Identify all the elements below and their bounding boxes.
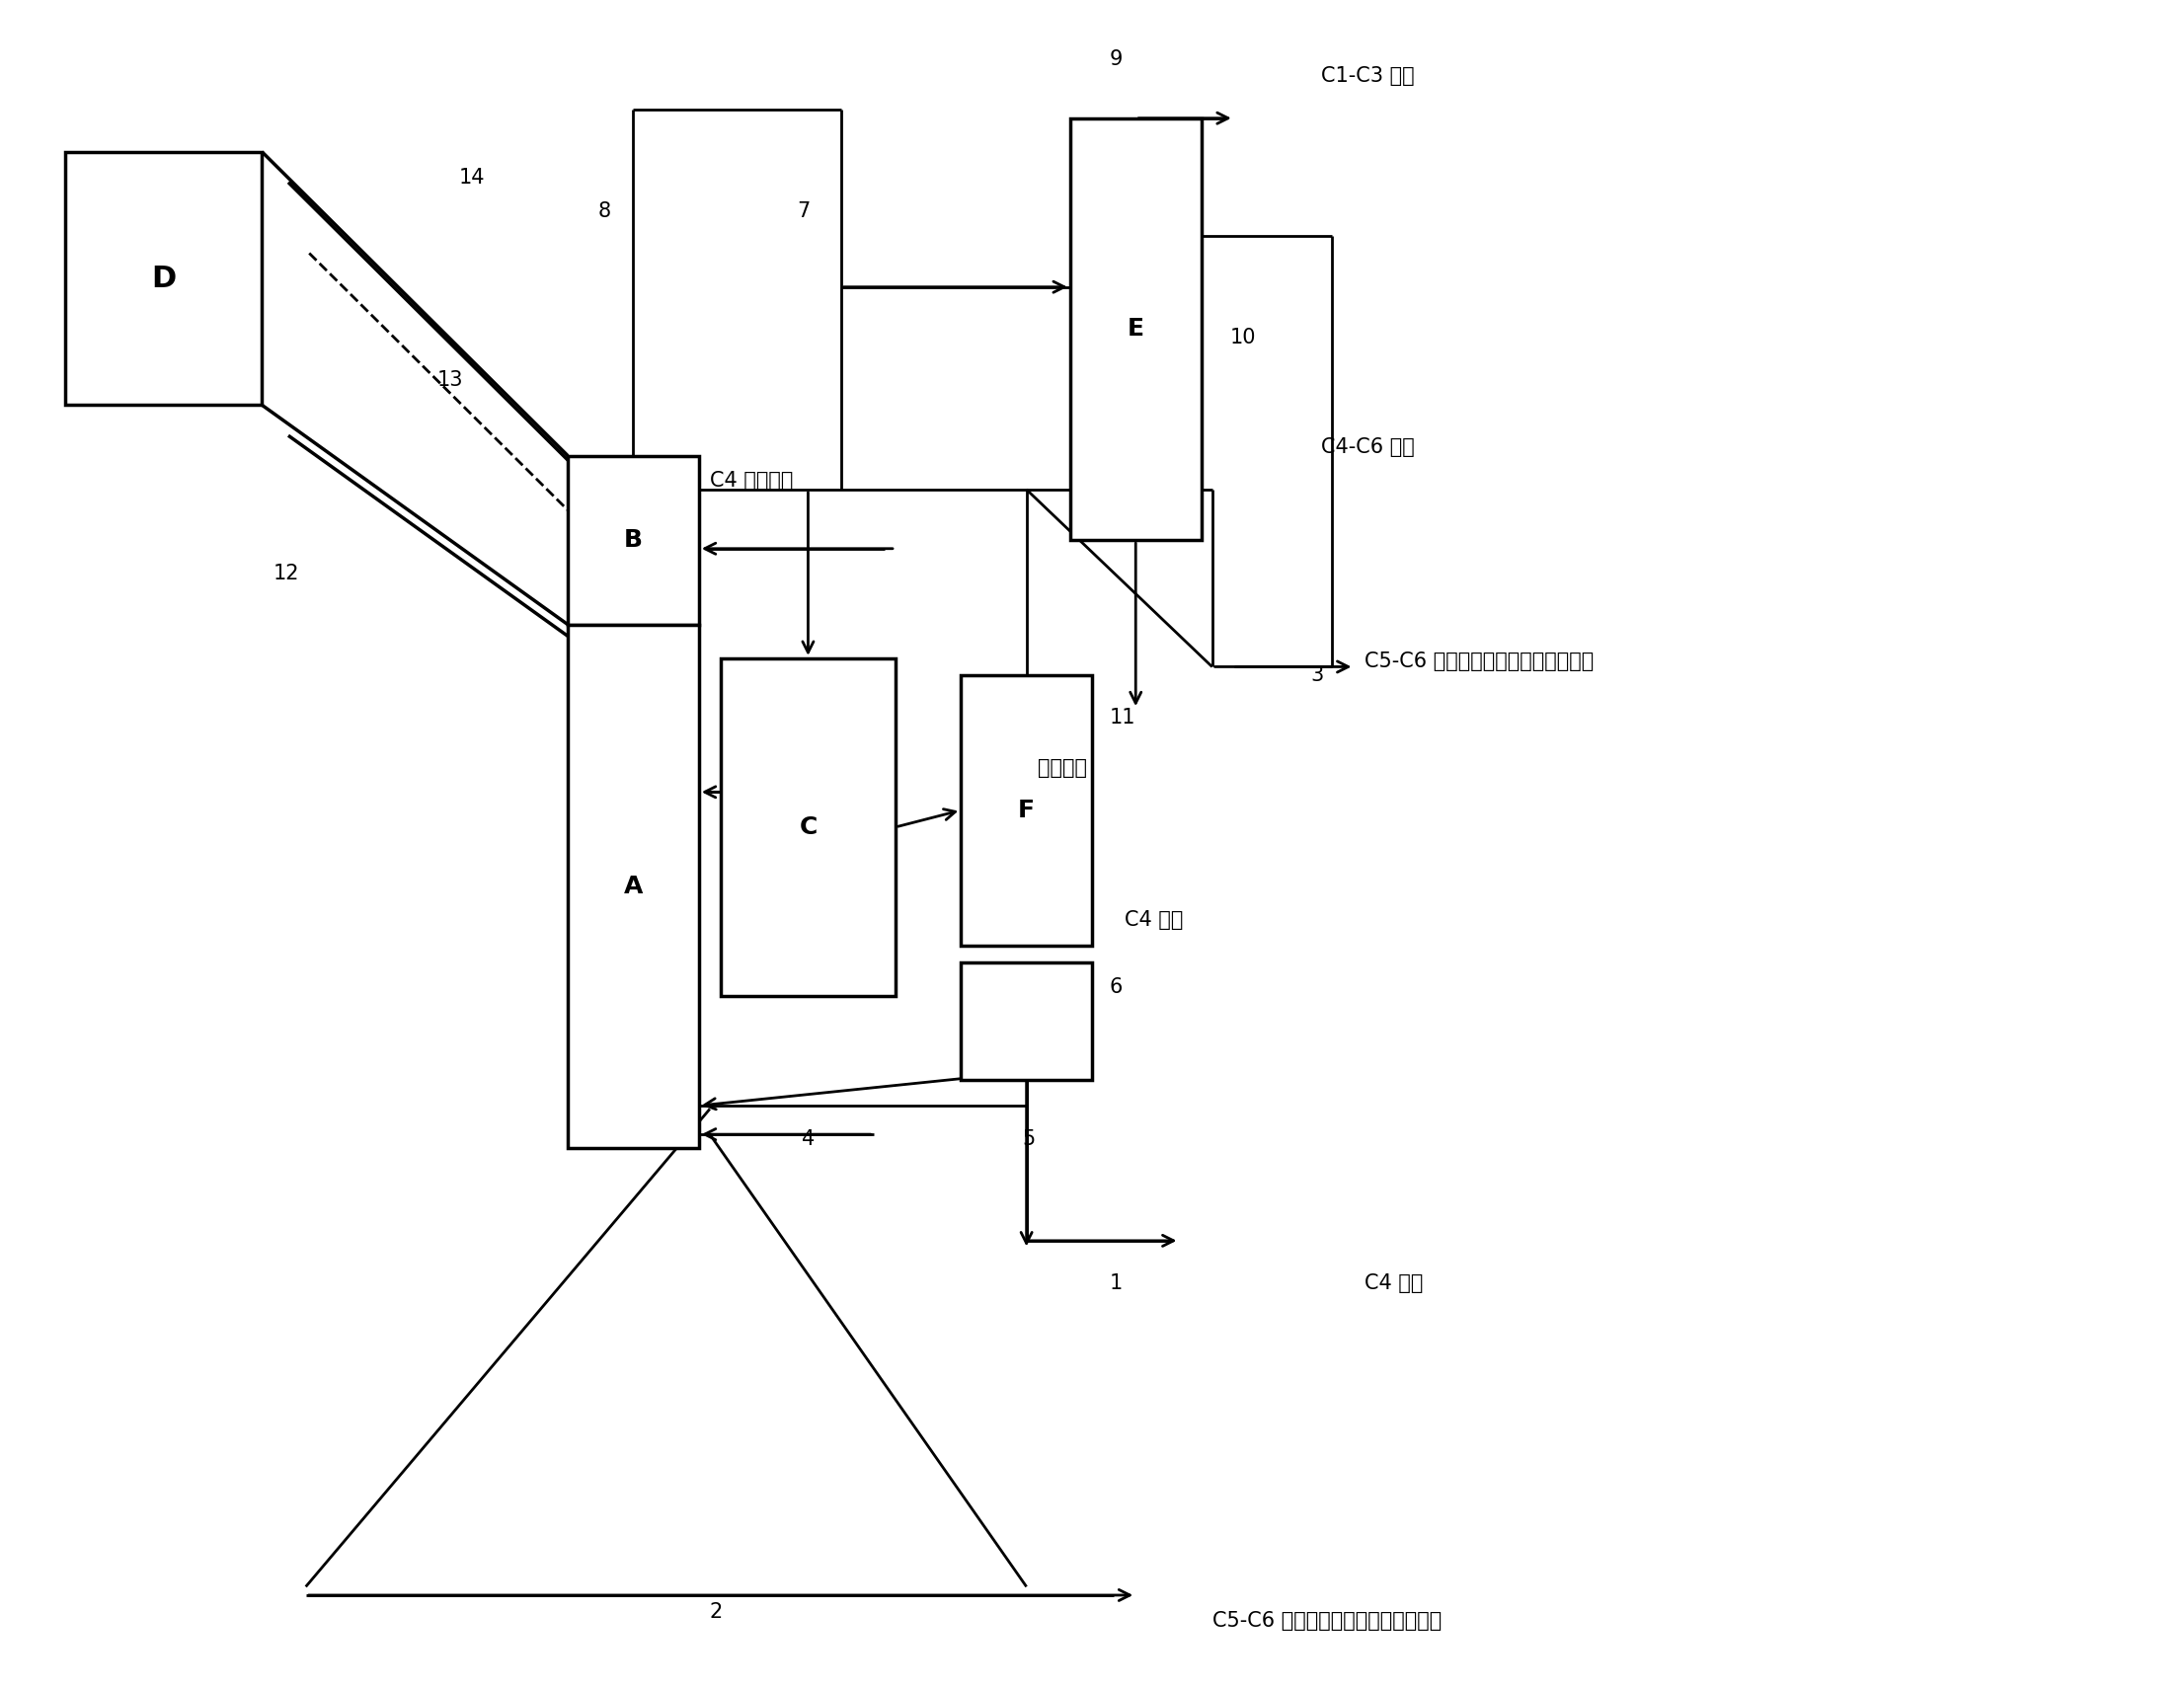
Text: 4: 4 bbox=[802, 1129, 815, 1150]
Bar bbox=[961, 675, 1092, 945]
Bar bbox=[568, 456, 699, 625]
Text: 8: 8 bbox=[598, 201, 612, 221]
Bar bbox=[568, 625, 699, 1148]
Text: 12: 12 bbox=[273, 564, 299, 584]
Text: A: A bbox=[625, 874, 642, 898]
Bar bbox=[66, 152, 262, 405]
Text: E: E bbox=[1127, 317, 1144, 341]
Text: C4 以上馏分: C4 以上馏分 bbox=[710, 471, 793, 491]
Text: C4 馏分: C4 馏分 bbox=[1365, 1273, 1424, 1293]
Text: C5-C6 馏分、富含烯烃的轻汽油馏分: C5-C6 馏分、富含烯烃的轻汽油馏分 bbox=[1212, 1610, 1441, 1631]
Text: 10: 10 bbox=[1230, 327, 1256, 348]
Text: D: D bbox=[151, 265, 177, 292]
Text: B: B bbox=[625, 528, 642, 552]
Text: 11: 11 bbox=[1109, 707, 1136, 728]
Text: 1: 1 bbox=[1109, 1273, 1123, 1293]
Text: 2: 2 bbox=[710, 1602, 723, 1622]
Bar bbox=[1070, 118, 1201, 540]
Text: C4-C6 馏分: C4-C6 馏分 bbox=[1321, 437, 1415, 457]
Text: 9: 9 bbox=[1109, 49, 1123, 69]
Text: 14: 14 bbox=[459, 167, 485, 187]
Bar bbox=[721, 658, 895, 996]
Text: 7: 7 bbox=[797, 201, 810, 221]
Text: F: F bbox=[1018, 798, 1035, 822]
Text: 6: 6 bbox=[1109, 977, 1123, 998]
Bar bbox=[961, 962, 1092, 1080]
Text: 13: 13 bbox=[437, 370, 463, 390]
Text: C1-C3 馏分: C1-C3 馏分 bbox=[1321, 66, 1415, 86]
Text: C4 馏分: C4 馏分 bbox=[1125, 910, 1184, 930]
Text: 3: 3 bbox=[1310, 665, 1324, 685]
Text: C: C bbox=[799, 815, 817, 839]
Text: 其它产物: 其它产物 bbox=[1037, 758, 1088, 778]
Text: 5: 5 bbox=[1022, 1129, 1035, 1150]
Text: C5-C6 馏分、富含烯烃的轻汽油馏分: C5-C6 馏分、富含烯烃的轻汽油馏分 bbox=[1365, 652, 1594, 672]
